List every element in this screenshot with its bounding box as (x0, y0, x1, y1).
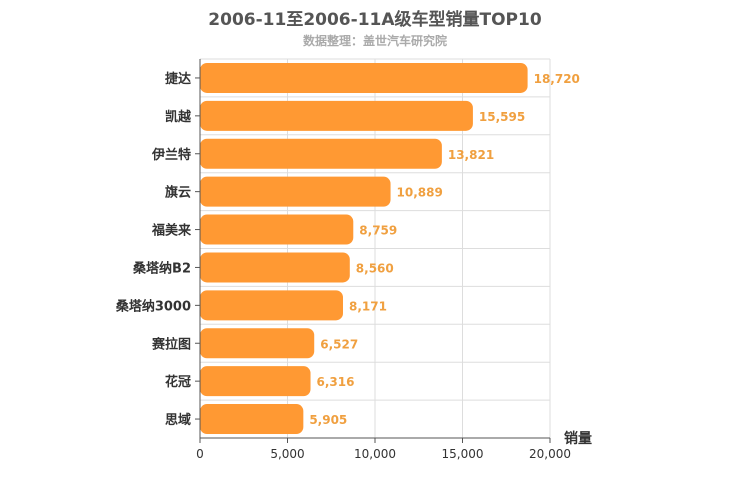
category-label: 思域 (165, 412, 191, 428)
bar (200, 366, 311, 397)
bar (200, 214, 354, 245)
data-label: 15,595 (479, 110, 525, 124)
bar (200, 62, 528, 93)
bar (200, 100, 473, 131)
data-label: 6,527 (320, 337, 358, 351)
x-tick-label: 10,000 (354, 447, 396, 461)
data-label: 8,560 (356, 261, 394, 275)
bar (200, 404, 304, 435)
data-label: 10,889 (397, 186, 443, 200)
x-tick-label: 0 (196, 447, 204, 461)
x-tick-label: 20,000 (529, 447, 571, 461)
category-label: 花冠 (165, 374, 191, 390)
chart-title: 2006-11至2006-11A级车型销量TOP10 (208, 10, 542, 30)
bar (200, 328, 315, 359)
data-label: 5,905 (309, 413, 347, 427)
data-label: 18,720 (534, 72, 580, 86)
x-tick-label: 5,000 (270, 447, 304, 461)
bar-series: 18,720 15,595 13,821 10,889 8,759 8,560 8,171 6… (200, 62, 580, 435)
data-label: 8,171 (349, 299, 387, 313)
category-label: 凯越 (165, 109, 192, 125)
data-label: 6,316 (317, 375, 355, 389)
x-axis-title: 销量 (564, 430, 592, 447)
bar (200, 176, 391, 207)
x-tick-label: 15,000 (442, 447, 484, 461)
category-label: 福美来 (151, 223, 192, 239)
bar (200, 138, 442, 169)
category-label: 伊兰特 (151, 147, 191, 163)
category-label: 桑塔纳3000 (115, 298, 191, 314)
category-label: 旗云 (165, 185, 191, 201)
category-label: 桑塔纳B2 (132, 260, 191, 276)
axes: 0 5,000 10,000 15,000 20,000 捷达凯越伊兰特旗云福美来桑塔纳B… (115, 59, 571, 461)
category-label: 赛拉图 (151, 336, 191, 352)
data-label: 13,821 (448, 148, 494, 162)
bar (200, 290, 343, 321)
chart-subtitle: 数据整理：盖世汽车研究院 (302, 34, 447, 48)
category-label: 捷达 (165, 71, 191, 87)
data-label: 8,759 (359, 224, 397, 238)
bar (200, 252, 350, 283)
